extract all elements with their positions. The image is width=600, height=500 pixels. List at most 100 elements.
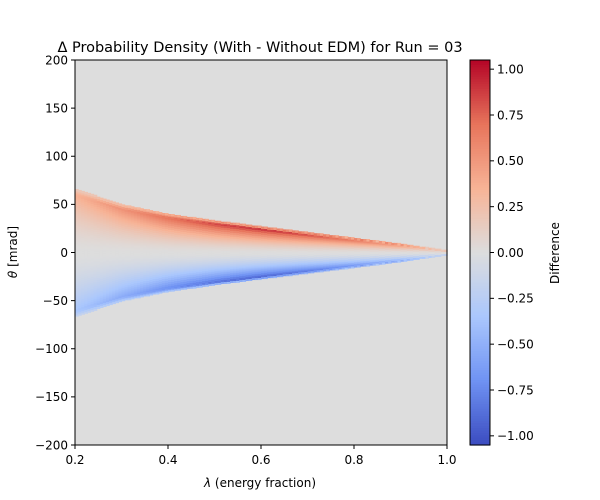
colorbar-step xyxy=(470,420,490,424)
heatmap-cell xyxy=(90,270,95,274)
heatmap-cell xyxy=(146,222,150,226)
heatmap-cell xyxy=(146,276,150,280)
heatmap-cell xyxy=(195,244,200,248)
heatmap-cell xyxy=(164,239,169,243)
heatmap-cell xyxy=(217,230,222,233)
heatmap-cell xyxy=(217,226,222,230)
heatmap-cell xyxy=(313,252,318,256)
heatmap-cell xyxy=(81,210,85,213)
heatmap-cell xyxy=(140,231,144,234)
heatmap-cell xyxy=(335,250,340,254)
heatmap-cell xyxy=(226,239,231,242)
heatmap-cell xyxy=(264,241,268,245)
heatmap-cell xyxy=(304,262,309,265)
heatmap-cell xyxy=(202,232,206,235)
heatmap-cell xyxy=(372,245,377,249)
heatmap-cell xyxy=(195,250,200,254)
heatmap-cell xyxy=(226,235,231,238)
heatmap-cell xyxy=(78,189,82,193)
heatmap-cell xyxy=(174,265,178,268)
heatmap-cell xyxy=(180,250,185,254)
heatmap-cell xyxy=(186,259,191,262)
heatmap-cell xyxy=(257,248,262,252)
heatmap-cell xyxy=(180,237,185,240)
heatmap-cell xyxy=(81,281,85,284)
heatmap-cell xyxy=(137,207,141,210)
heatmap-cell xyxy=(183,244,188,248)
heatmap-cell xyxy=(242,267,247,271)
heatmap-cell xyxy=(354,253,358,256)
colorbar-step xyxy=(470,389,490,393)
heatmap-cell xyxy=(335,254,340,257)
heatmap-cell xyxy=(164,234,169,237)
colorbar-step xyxy=(470,112,490,116)
heatmap-cell xyxy=(90,228,95,231)
heatmap-cell xyxy=(164,222,169,226)
heatmap-cell xyxy=(143,255,147,258)
heatmap-cell xyxy=(381,256,386,259)
heatmap-cell xyxy=(288,267,293,271)
colorbar-step xyxy=(470,81,490,85)
heatmap-cell xyxy=(118,247,123,251)
heatmap-cell xyxy=(78,205,82,208)
heatmap-cell xyxy=(168,239,172,242)
heatmap-cell xyxy=(124,282,129,285)
heatmap-cell xyxy=(130,242,135,246)
heatmap-cell xyxy=(158,244,163,248)
heatmap-cell xyxy=(388,241,392,245)
heatmap-cell xyxy=(307,255,312,258)
heatmap-cell xyxy=(230,226,234,230)
heatmap-cell xyxy=(75,206,79,209)
heatmap-cell xyxy=(171,215,175,219)
heatmap-cell xyxy=(143,222,147,226)
heatmap-cell xyxy=(285,237,290,240)
heatmap-cell xyxy=(133,265,138,268)
heatmap-cell xyxy=(96,281,101,284)
heatmap-cell xyxy=(93,275,98,279)
heatmap-cell xyxy=(121,265,126,269)
heatmap-cell xyxy=(143,220,147,224)
heatmap-cell xyxy=(109,273,113,277)
heatmap-cell xyxy=(174,261,178,264)
heatmap-cell xyxy=(183,221,188,225)
heatmap-cell xyxy=(416,257,420,260)
heatmap-cell xyxy=(391,260,395,263)
heatmap-cell xyxy=(391,242,395,246)
heatmap-cell xyxy=(171,264,175,267)
heatmap-cell xyxy=(152,214,157,218)
heatmap-cell xyxy=(223,279,228,282)
heatmap-cell xyxy=(301,267,305,271)
heatmap-cell xyxy=(106,218,110,222)
heatmap-cell xyxy=(270,264,274,267)
heatmap-cell xyxy=(205,270,209,274)
heatmap-cell xyxy=(161,274,166,278)
heatmap-cell xyxy=(158,254,163,257)
heatmap-cell xyxy=(112,211,116,214)
heatmap-cell xyxy=(202,276,206,280)
heatmap-cell xyxy=(366,264,371,267)
heatmap-cell xyxy=(279,261,284,264)
heatmap-cell xyxy=(329,235,333,238)
heatmap-cell xyxy=(304,267,309,271)
heatmap-cell xyxy=(115,285,119,288)
heatmap-cell xyxy=(84,205,88,208)
heatmap-cell xyxy=(248,272,253,276)
heatmap-cell xyxy=(298,260,302,263)
heatmap-cell xyxy=(211,281,216,284)
heatmap-cell xyxy=(189,238,194,241)
heatmap-cell xyxy=(75,258,79,261)
heatmap-cell xyxy=(137,291,141,295)
heatmap-cell xyxy=(87,308,92,311)
heatmap-cell xyxy=(158,291,163,294)
heatmap-cell xyxy=(412,251,417,255)
heatmap-cell xyxy=(81,240,85,244)
heatmap-cell xyxy=(121,296,126,300)
heatmap-cell xyxy=(273,265,278,269)
heatmap-cell xyxy=(264,249,268,253)
heatmap-cell xyxy=(230,257,234,260)
heatmap-cell xyxy=(90,251,95,255)
heatmap-cell xyxy=(127,220,132,224)
heatmap-cell xyxy=(102,219,107,223)
heatmap-cell xyxy=(133,238,138,241)
